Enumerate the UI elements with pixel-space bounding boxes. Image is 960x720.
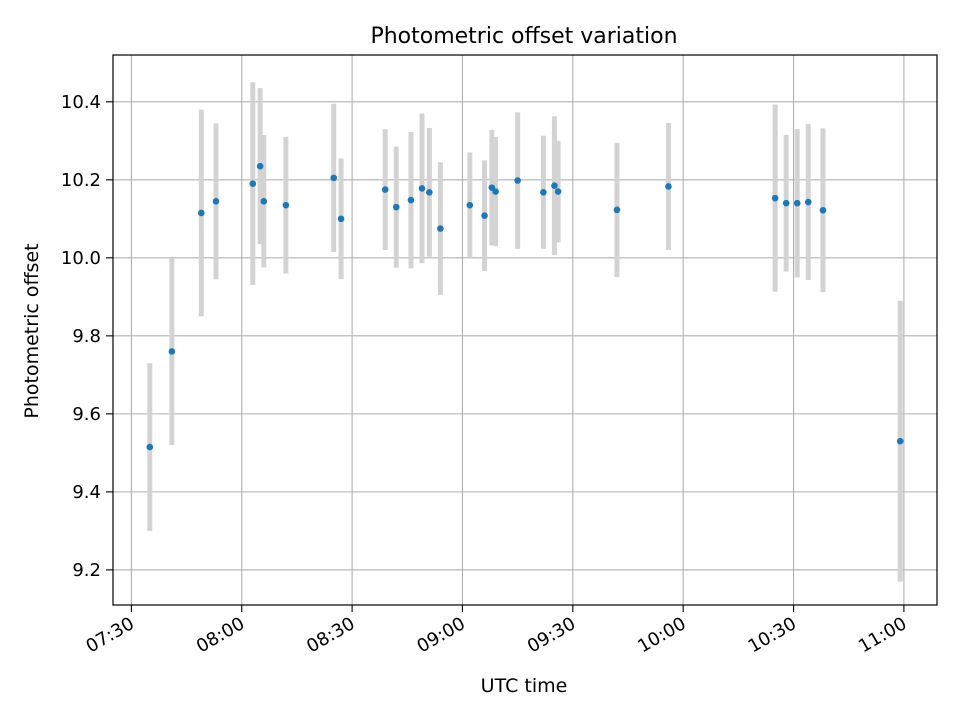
data-point [481, 212, 488, 220]
data-point [540, 189, 547, 196]
data-point [551, 182, 558, 189]
data-point [437, 225, 444, 232]
data-point [613, 206, 621, 214]
data-point [146, 443, 154, 451]
data-point [260, 197, 268, 205]
data-point [418, 185, 426, 192]
data-point [337, 215, 345, 223]
y-tick-label: 9.2 [72, 560, 101, 581]
data-point [256, 162, 264, 170]
data-point [426, 189, 433, 196]
y-tick-label: 9.8 [72, 326, 101, 347]
data-point [212, 197, 220, 205]
y-tick-label: 9.6 [72, 404, 101, 425]
data-point [554, 188, 562, 195]
data-point [514, 177, 521, 184]
data-point [282, 201, 290, 209]
x-axis-label: UTC time [481, 675, 568, 697]
y-tick-label: 10.2 [61, 170, 101, 191]
data-point [665, 183, 672, 190]
y-tick-label: 10.4 [61, 92, 101, 113]
data-point [819, 206, 827, 214]
data-point [330, 174, 338, 182]
data-point [466, 201, 474, 209]
data-point [407, 196, 415, 204]
data-point [896, 437, 904, 445]
y-tick-label: 10.0 [61, 248, 101, 269]
data-points [146, 162, 904, 451]
data-point [381, 186, 389, 193]
data-point [197, 209, 205, 217]
data-point [771, 194, 779, 202]
data-point [782, 199, 790, 207]
chart-title: Photometric offset variation [370, 24, 677, 49]
data-point [492, 188, 499, 195]
data-point [804, 198, 812, 206]
y-axis-label: Photometric offset [21, 243, 43, 418]
data-point [249, 180, 257, 188]
data-point [793, 199, 801, 207]
y-tick-label: 9.4 [72, 482, 101, 503]
plot-area-frame [112, 54, 938, 606]
data-point [392, 203, 400, 211]
data-point [168, 348, 176, 355]
